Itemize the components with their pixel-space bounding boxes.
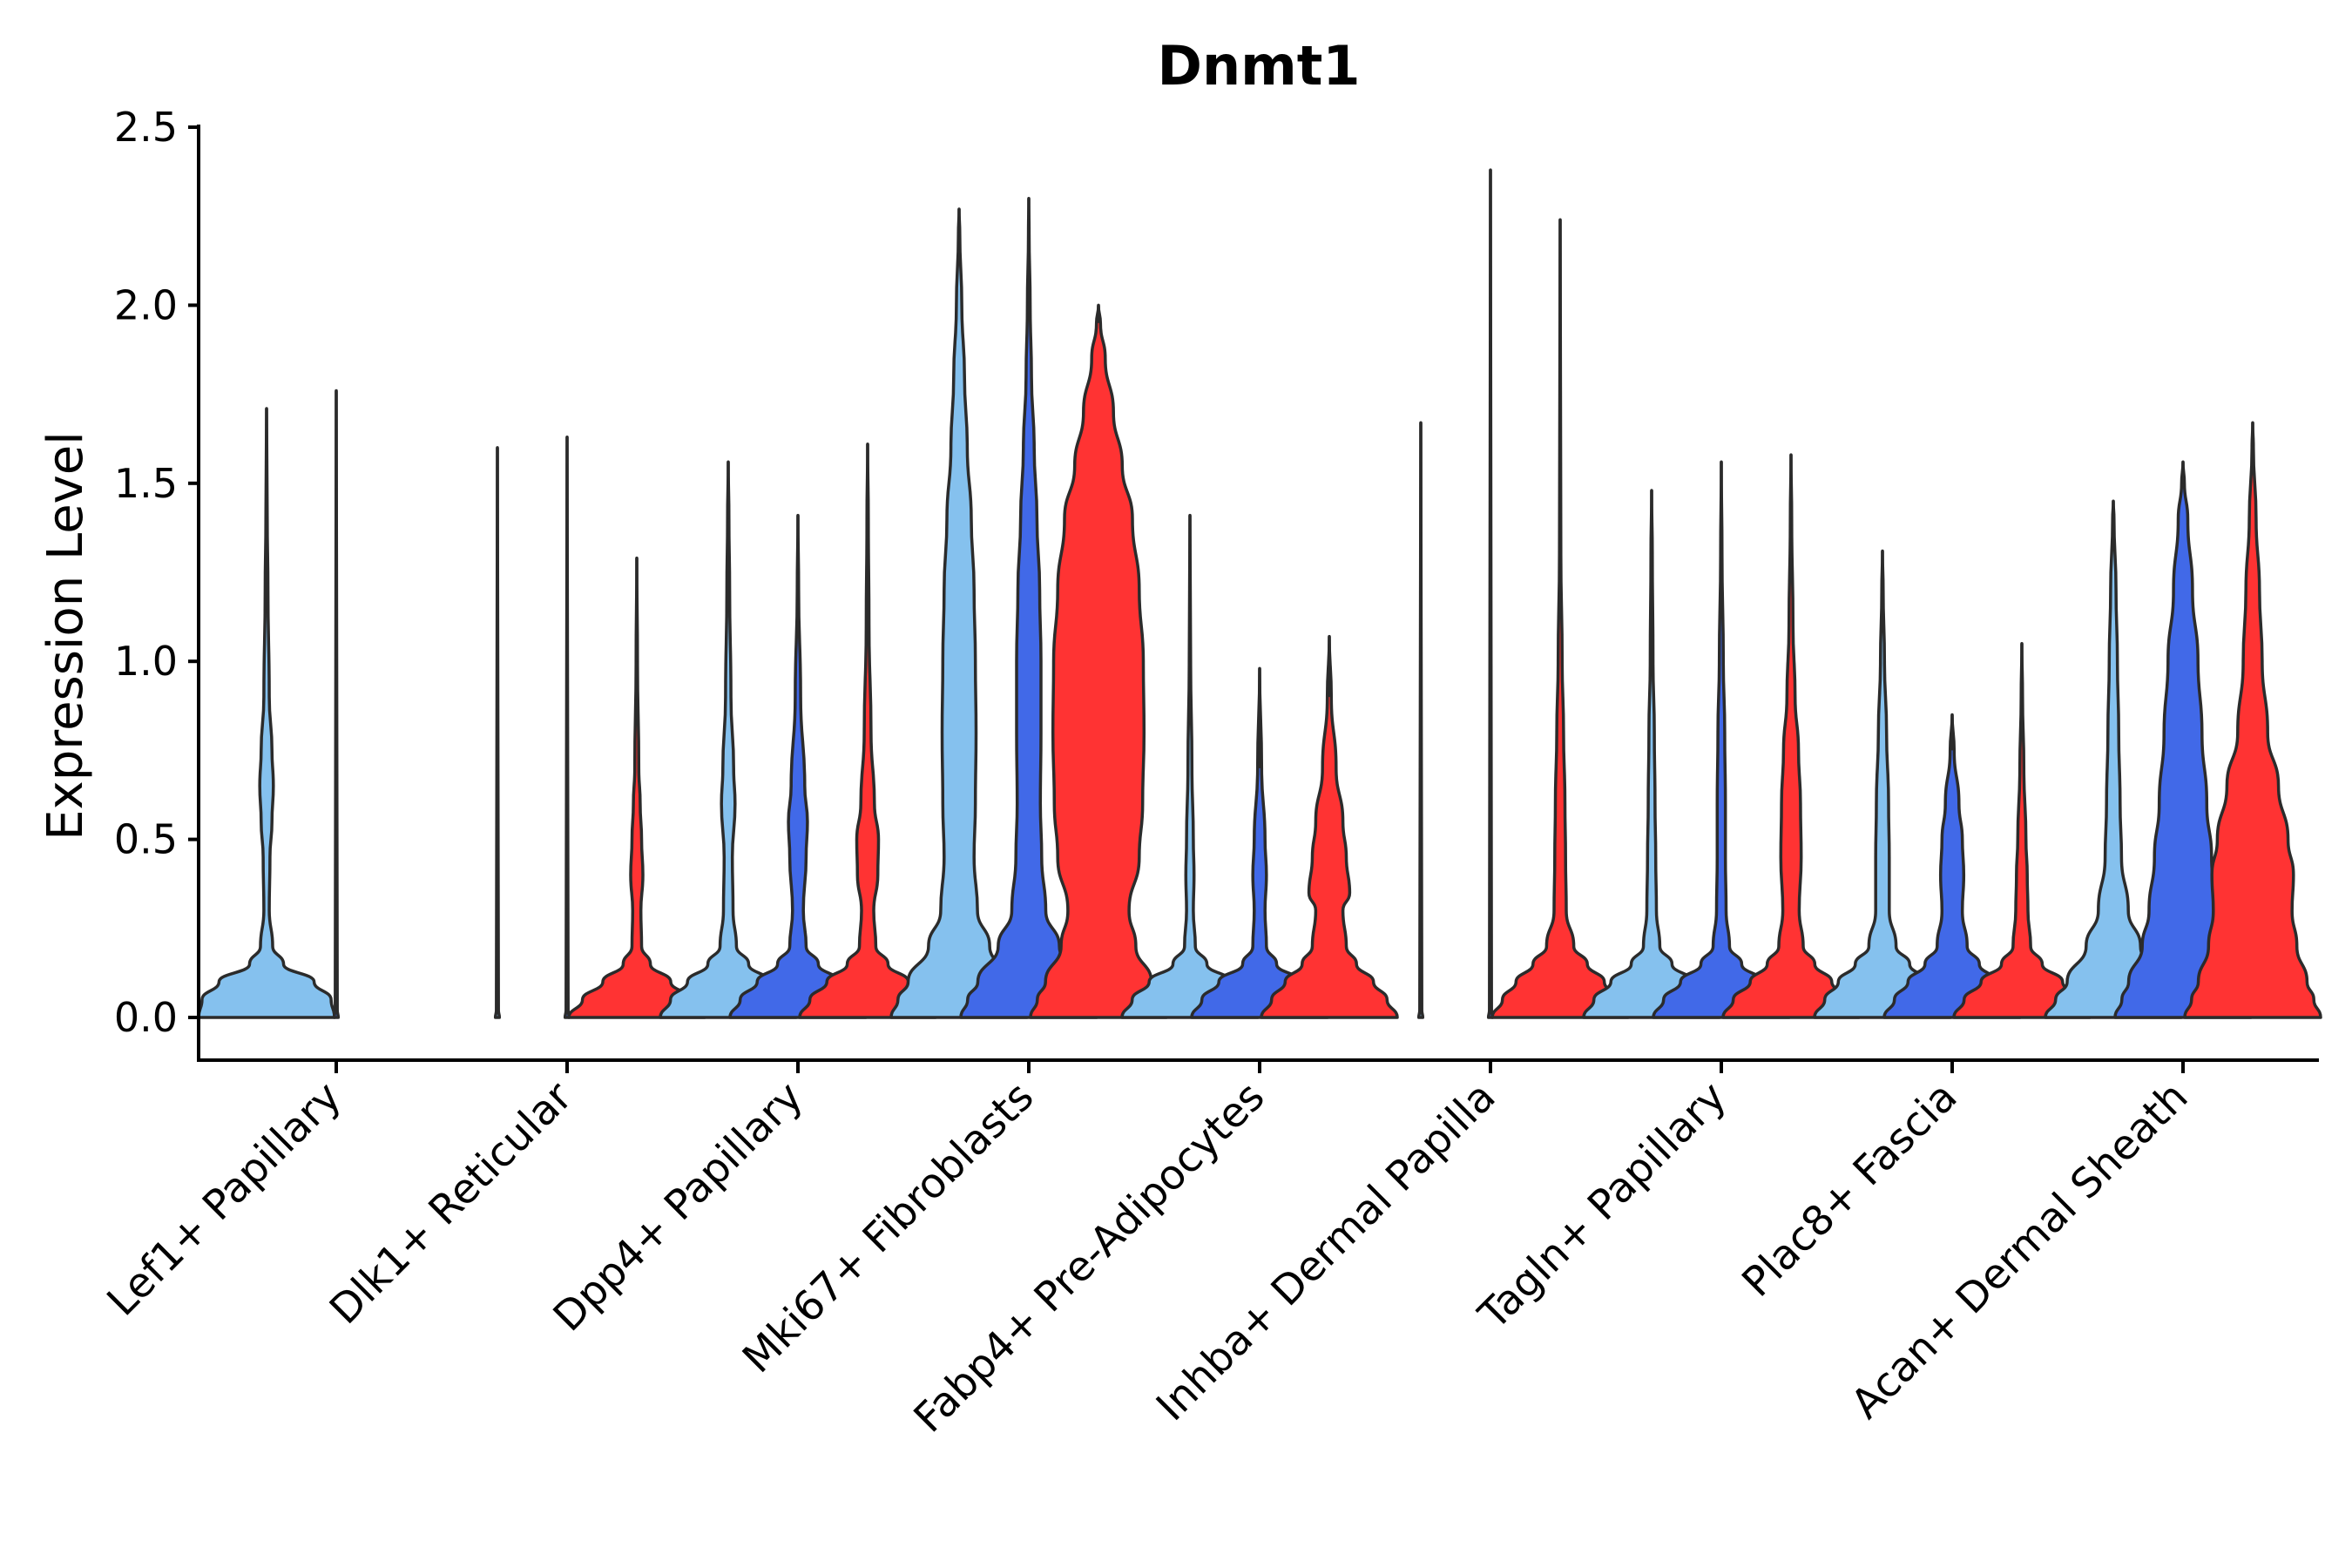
violin [1582, 489, 1721, 1019]
violin [659, 460, 798, 1019]
violin [2044, 499, 2183, 1019]
violin [1721, 453, 1861, 1019]
y-axis-label: Expression Level [37, 431, 94, 841]
x-tick-label: Plac8+ Fascia [1734, 1073, 1967, 1307]
violin [728, 513, 868, 1019]
violins-layer [197, 168, 2322, 1019]
y-tick-label: 1.0 [114, 638, 178, 685]
violin [2183, 421, 2322, 1019]
violin [798, 443, 937, 1019]
violin [1029, 303, 1168, 1019]
y-tick-label: 1.5 [114, 460, 178, 507]
chart-title: Dnmt1 [1158, 34, 1361, 98]
violin [1813, 549, 1952, 1019]
y-tick-label: 0.5 [114, 816, 178, 863]
x-tick-label: Lef1+ Papillary [98, 1073, 351, 1326]
x-tick-label: Dpp4+ Papillary [544, 1073, 813, 1342]
y-tick-label: 2.0 [114, 281, 178, 328]
x-tick-label: Tagln+ Papillary [1470, 1073, 1736, 1340]
y-tick-label: 0.0 [114, 994, 178, 1041]
y-tick-label: 2.5 [114, 104, 178, 151]
x-tick-label: Dlk1+ Reticular [321, 1072, 582, 1334]
violin [889, 207, 1029, 1019]
violin [567, 556, 706, 1019]
